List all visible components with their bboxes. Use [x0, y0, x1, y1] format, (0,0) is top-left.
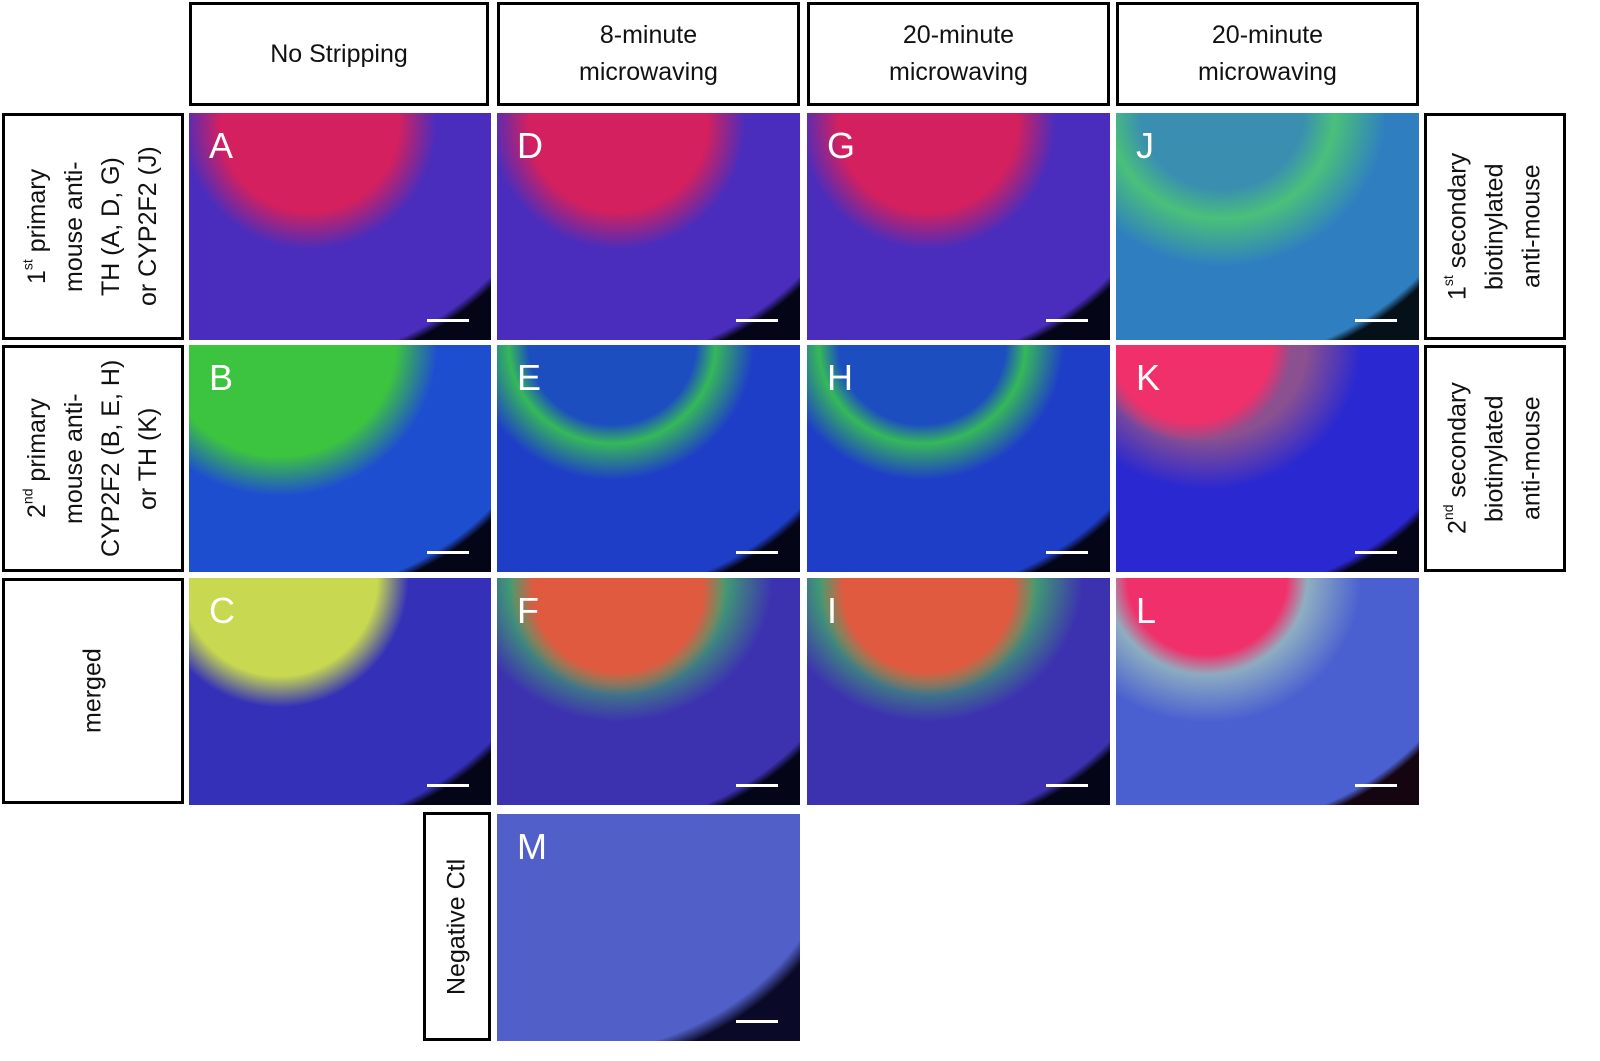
header-8-minute: 8-minute microwaving — [497, 2, 800, 106]
header-text: 20-minute microwaving — [889, 21, 1028, 86]
label-text: 2nd secondary biotinylated anti-mouse — [1440, 383, 1551, 535]
scale-bar — [427, 551, 469, 554]
label-text: Negative Ctl — [442, 858, 471, 995]
panel-letter: F — [517, 590, 539, 631]
panel-letter: E — [517, 357, 542, 398]
panel-c: C — [189, 578, 491, 805]
label-text: 2nd primary mouse anti- CYP2F2 (B, E, H)… — [19, 360, 167, 557]
sup: nd — [1440, 504, 1457, 521]
panel-letter: C — [209, 590, 235, 631]
num: 2 — [23, 504, 51, 519]
header-text: 8-minute microwaving — [579, 21, 718, 86]
scale-bar — [736, 319, 778, 322]
sup: st — [1440, 275, 1457, 287]
label-text: merged — [78, 648, 107, 734]
panel-letter: B — [209, 357, 234, 398]
num: 1 — [1443, 286, 1472, 301]
panel-k: K — [1116, 345, 1419, 572]
panel-f: F — [497, 578, 800, 805]
num: 2 — [1443, 520, 1472, 535]
panel-letter: D — [517, 125, 543, 166]
label-text: 1st primary mouse anti- TH (A, D, G) or … — [19, 147, 167, 307]
panel-letter: A — [209, 125, 234, 166]
scale-bar — [1355, 551, 1397, 554]
right-label-2nd-secondary: 2nd secondary biotinylated anti-mouse — [1424, 345, 1566, 572]
scale-bar — [1046, 551, 1088, 554]
panel-m: M — [497, 814, 800, 1041]
num: 1 — [23, 270, 51, 285]
panel-letter: G — [827, 125, 856, 166]
scale-bar — [427, 319, 469, 322]
scale-bar — [1355, 784, 1397, 787]
panel-i: I — [807, 578, 1110, 805]
panel-a: A — [189, 113, 491, 340]
panel-b: B — [189, 345, 491, 572]
text: secondary biotinylated anti-mouse — [1443, 152, 1546, 290]
sup: nd — [19, 488, 36, 505]
panel-e: E — [497, 345, 800, 572]
panel-letter: H — [827, 357, 853, 398]
right-label-1st-secondary: 1st secondary biotinylated anti-mouse — [1424, 113, 1566, 340]
header-20-minute-2: 20-minute microwaving — [1116, 2, 1419, 106]
scale-bar — [1355, 319, 1397, 322]
panel-j: J — [1116, 113, 1419, 340]
panel-letter: K — [1136, 357, 1161, 398]
scale-bar — [736, 1020, 778, 1023]
sup: st — [19, 259, 36, 271]
row-label-negative-ctl: Negative Ctl — [423, 812, 491, 1041]
row-label-1st-primary: 1st primary mouse anti- TH (A, D, G) or … — [2, 113, 184, 340]
label-text: 1st secondary biotinylated anti-mouse — [1440, 153, 1551, 300]
scale-bar — [1046, 784, 1088, 787]
header-text: No Stripping — [270, 39, 408, 68]
panel-letter: L — [1136, 590, 1157, 631]
panel-h: H — [807, 345, 1110, 572]
panel-d: D — [497, 113, 800, 340]
header-no-stripping: No Stripping — [189, 2, 489, 106]
text: primary mouse anti- CYP2F2 (B, E, H) or … — [23, 359, 162, 558]
panel-letter: J — [1136, 125, 1154, 166]
panel-letter: M — [517, 826, 547, 867]
row-label-2nd-primary: 2nd primary mouse anti- CYP2F2 (B, E, H)… — [2, 345, 184, 572]
header-20-minute-1: 20-minute microwaving — [807, 2, 1110, 106]
scale-bar — [1046, 319, 1088, 322]
panel-g: G — [807, 113, 1110, 340]
row-label-merged: merged — [2, 578, 184, 804]
scale-bar — [427, 784, 469, 787]
scale-bar — [736, 551, 778, 554]
scale-bar — [736, 784, 778, 787]
header-text: 20-minute microwaving — [1198, 21, 1337, 86]
panel-letter: I — [827, 590, 838, 631]
text: secondary biotinylated anti-mouse — [1443, 382, 1546, 522]
panel-l: L — [1116, 578, 1419, 805]
